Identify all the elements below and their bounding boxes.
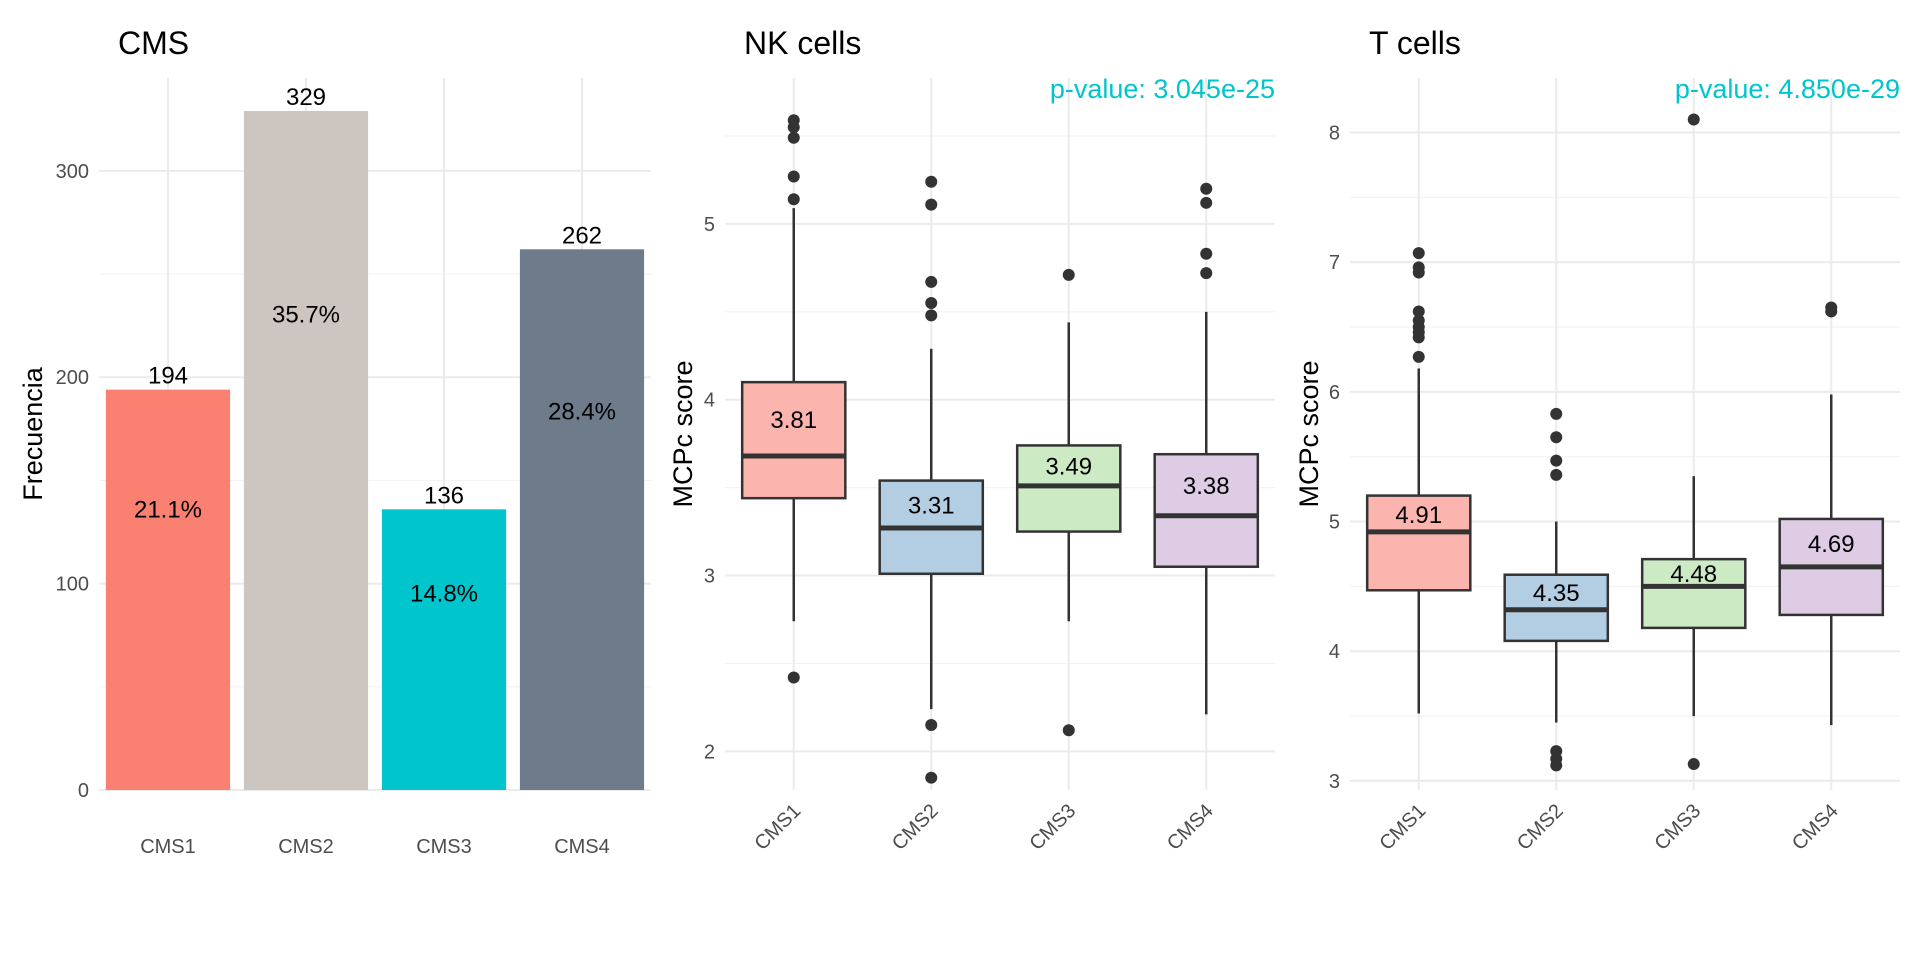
x-tick-label-cms1: CMS1 [1375, 800, 1430, 855]
outlier-point-cms1 [1412, 314, 1425, 327]
bar-count-label: 262 [562, 222, 602, 249]
outlier-point-cms1 [1412, 350, 1425, 363]
x-tick-label-cms3: CMS3 [1025, 800, 1080, 855]
bar-percent-label: 35.7% [272, 302, 340, 329]
y-axis-label: MCPc score [1294, 360, 1324, 507]
outlier-point-cms1 [1412, 261, 1425, 274]
chart-title: CMS [118, 25, 189, 61]
mean-label-cms3: 4.48 [1670, 561, 1717, 588]
outlier-point-cms2 [1550, 745, 1563, 758]
y-tick-label: 6 [1329, 382, 1340, 404]
outlier-point-cms2 [925, 718, 938, 731]
p-value-annotation: p-value: 4.850e-29 [1675, 74, 1900, 104]
mean-label-cms2: 4.35 [1533, 580, 1580, 607]
x-tick-label-cms2: CMS2 [1513, 800, 1568, 855]
mean-label-cms4: 4.69 [1808, 531, 1855, 558]
x-tick-label-cms3: CMS3 [1650, 800, 1705, 855]
x-tick-label-cms1: CMS1 [750, 800, 805, 855]
box-cms1 [1365, 494, 1472, 592]
p-value-annotation: p-value: 3.045e-25 [1050, 74, 1275, 104]
x-tick-label-cms1: CMS1 [140, 836, 196, 858]
outlier-point-cms2 [1550, 407, 1563, 420]
outlier-point-cms1 [787, 193, 800, 206]
y-tick-label: 4 [704, 390, 715, 412]
outlier-point-cms2 [1550, 431, 1563, 444]
outlier-point-cms4 [1825, 301, 1838, 314]
outlier-point-cms3 [1687, 113, 1700, 126]
mean-label-cms1: 4.91 [1395, 502, 1442, 529]
x-tick-label-cms4: CMS4 [554, 836, 610, 858]
outlier-point-cms2 [1550, 454, 1563, 467]
mean-label-cms2: 3.31 [908, 492, 955, 519]
y-tick-label: 5 [704, 214, 715, 236]
y-axis-label: MCPc score [668, 360, 698, 507]
bar-cms2 [243, 111, 369, 791]
t-cells-box-panel: 3 4 5 6 7 8 T cells MCPc score CMS1 CMS2 CMS3 CMS4 4… [1294, 25, 1900, 855]
outlier-point-cms3 [1062, 268, 1075, 281]
cms-bar-panel: 0 100 200 300 CMS Frecuencia CMS1 CMS2 CMS3 CMS4 1… [18, 25, 651, 858]
bar-count-label: 136 [424, 482, 464, 509]
outlier-point-cms3 [1062, 724, 1075, 737]
mean-label-cms3: 3.49 [1045, 454, 1092, 481]
x-tick-label-cms4: CMS4 [1163, 800, 1218, 855]
bar-percent-label: 14.8% [410, 581, 478, 608]
x-tick-label-cms2: CMS2 [888, 800, 943, 855]
box-cms4 [1153, 452, 1260, 568]
y-tick-label: 5 [1329, 512, 1340, 534]
x-tick-label-cms3: CMS3 [416, 836, 472, 858]
y-tick-label: 200 [56, 367, 89, 389]
outlier-point-cms2 [925, 771, 938, 784]
chart-title: NK cells [744, 25, 861, 61]
outlier-point-cms4 [1200, 196, 1213, 209]
y-tick-label: 100 [56, 574, 89, 596]
outlier-point-cms1 [1412, 247, 1425, 260]
outlier-point-cms1 [787, 170, 800, 183]
outlier-point-cms4 [1200, 267, 1213, 280]
outlier-point-cms2 [925, 309, 938, 322]
outlier-point-cms2 [925, 275, 938, 288]
outlier-point-cms4 [1200, 247, 1213, 260]
outlier-point-cms1 [1412, 305, 1425, 318]
bar-cms1 [105, 389, 231, 790]
bar-count-label: 329 [286, 84, 326, 111]
bar-percent-label: 21.1% [134, 497, 202, 524]
box-cms3 [1640, 557, 1747, 630]
mean-label-cms1: 3.81 [770, 407, 817, 434]
y-tick-label: 3 [1329, 771, 1340, 793]
chart-title: T cells [1369, 25, 1461, 61]
outlier-point-cms2 [1550, 468, 1563, 481]
x-tick-label-cms2: CMS2 [278, 836, 334, 858]
y-tick-label: 4 [1329, 641, 1340, 663]
outlier-point-cms1 [787, 114, 800, 127]
outlier-point-cms2 [925, 175, 938, 188]
outlier-point-cms2 [925, 198, 938, 211]
y-tick-label: 3 [704, 566, 715, 588]
nk-cells-box-panel: 2 3 4 5 NK cells MCPc score CMS1 CMS2 CMS3 CMS4 3.… [668, 25, 1275, 855]
y-tick-label: 2 [704, 741, 715, 763]
outlier-point-cms2 [925, 297, 938, 310]
bar-percent-label: 28.4% [548, 399, 616, 426]
outlier-point-cms3 [1687, 758, 1700, 771]
y-tick-label: 0 [78, 780, 89, 802]
y-tick-label: 7 [1329, 252, 1340, 274]
y-axis-label: Frecuencia [18, 366, 48, 501]
box-cms3 [1015, 444, 1122, 533]
mean-label-cms4: 3.38 [1183, 473, 1230, 500]
outlier-point-cms1 [787, 131, 800, 144]
y-tick-label: 8 [1329, 122, 1340, 144]
y-tick-label: 300 [56, 161, 89, 183]
bar-cms4 [519, 249, 645, 791]
box-cms1 [740, 380, 847, 500]
bar-count-label: 194 [148, 363, 188, 390]
outlier-point-cms4 [1200, 182, 1213, 195]
x-tick-label-cms4: CMS4 [1788, 800, 1843, 855]
outlier-point-cms1 [787, 671, 800, 684]
bar-cms3 [381, 509, 507, 790]
